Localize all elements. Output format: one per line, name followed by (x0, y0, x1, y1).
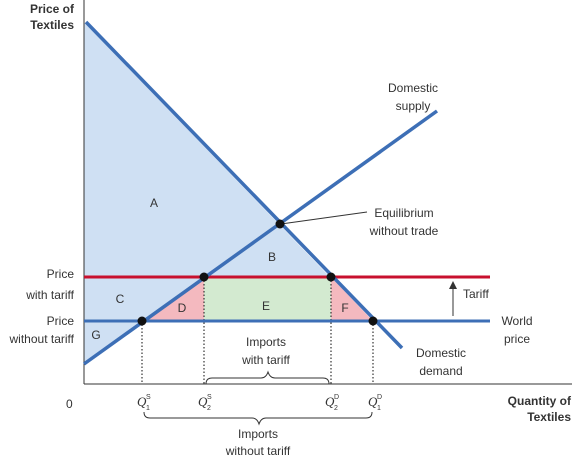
region-e (204, 277, 331, 321)
imports-without-tariff-bracket (143, 411, 373, 426)
region-label-c: C (116, 292, 125, 306)
region-label-g: G (91, 328, 100, 342)
imports-with-tariff-label-line1: Imports (246, 335, 286, 349)
world-price-label-line1: World (501, 314, 532, 328)
price-without-tariff-label-line2: without tariff (9, 332, 75, 346)
equilibrium-leader (280, 211, 368, 225)
imports-with-tariff-bracket (205, 370, 330, 385)
equilibrium-label-line2: without trade (369, 224, 439, 238)
region-label-e: E (262, 299, 270, 313)
svg-text:D: D (377, 394, 382, 401)
region-c-g (84, 277, 204, 321)
svg-text:Q: Q (325, 394, 335, 409)
domestic-supply-label-line2: supply (396, 99, 431, 113)
equilibrium-point (275, 219, 285, 229)
imports-with-tariff-label-line2: with tariff (241, 353, 290, 367)
domestic-demand-label-line1: Domestic (416, 346, 466, 360)
tariff-label: Tariff (463, 287, 489, 301)
svg-text:S: S (146, 394, 151, 401)
region-label-d: D (178, 301, 187, 315)
price-with-tariff-label-line2: with tariff (25, 288, 74, 302)
point-q1d (368, 316, 378, 326)
svg-text:Q: Q (198, 394, 208, 409)
point-q1s (137, 316, 147, 326)
domestic-demand-curve (84, 20, 404, 350)
point-q2d (326, 272, 336, 282)
svg-text:S: S (207, 394, 212, 401)
region-label-b: B (268, 250, 276, 264)
tariff-arrow-head (449, 281, 457, 289)
origin-label: 0 (66, 397, 73, 411)
region-label-a: A (150, 196, 158, 210)
svg-text:Q: Q (368, 394, 378, 409)
label-q1s: Q S 1 (137, 394, 151, 412)
price-with-tariff-label-line1: Price (47, 267, 75, 281)
region-label-f: F (341, 301, 348, 315)
equilibrium-label-line1: Equilibrium (374, 206, 433, 220)
svg-text:1: 1 (377, 405, 381, 412)
point-q2s (199, 272, 209, 282)
svg-text:2: 2 (334, 405, 338, 412)
x-axis-label-line1: Quantity of (508, 394, 572, 408)
y-axis-label-line2: Textiles (30, 18, 74, 32)
svg-text:1: 1 (146, 405, 150, 412)
imports-without-tariff-label-line2: without tariff (225, 444, 291, 458)
svg-text:2: 2 (207, 405, 211, 412)
price-without-tariff-label-line1: Price (47, 314, 75, 328)
world-price-label-line2: price (504, 332, 530, 346)
svg-text:D: D (334, 394, 339, 401)
label-q1d: Q D 1 (368, 394, 382, 412)
label-q2d: Q D 2 (325, 394, 339, 412)
domestic-supply-label-line1: Domestic (388, 81, 438, 95)
domestic-demand-label-line2: demand (419, 364, 462, 378)
y-axis-label-line1: Price of (30, 2, 75, 16)
imports-without-tariff-label-line1: Imports (238, 427, 278, 441)
label-q2s: Q S 2 (198, 394, 212, 412)
x-axis-label-line2: Textiles (527, 410, 571, 424)
svg-text:Q: Q (137, 394, 147, 409)
